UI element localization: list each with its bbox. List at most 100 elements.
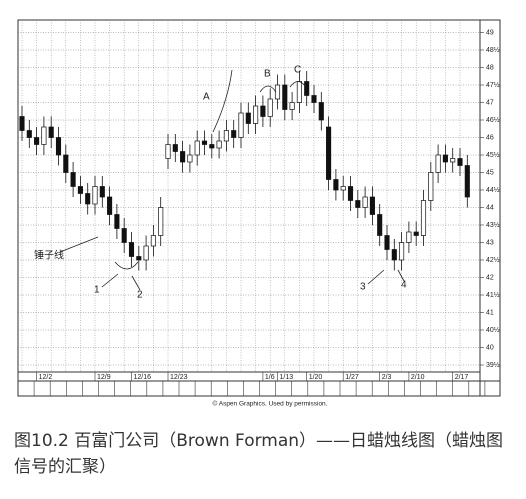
arc-1-2 xyxy=(114,261,139,270)
x-tick-label: 12/9 xyxy=(97,374,111,381)
candle-body xyxy=(377,214,383,236)
arrow-2 xyxy=(131,275,141,291)
y-tick-label: 46½ xyxy=(486,116,500,124)
chart: 39½4040½4141½4242½4343½4444½4545½4646½47… xyxy=(17,19,501,408)
candle-body xyxy=(41,126,47,145)
candle-body xyxy=(413,231,419,236)
arrow-4 xyxy=(397,269,405,282)
y-tick-label: 44½ xyxy=(486,186,500,194)
candle-body xyxy=(296,81,302,103)
x-tick-label: 2/17 xyxy=(455,374,469,381)
candle-body xyxy=(428,172,434,201)
candles xyxy=(19,71,470,271)
annotation: 1 xyxy=(94,285,100,296)
candle-body xyxy=(48,126,54,138)
candle-body xyxy=(450,158,456,163)
candle-body xyxy=(384,235,390,250)
y-tick-label: 43½ xyxy=(486,221,500,229)
candle-body xyxy=(136,256,142,261)
candle-body xyxy=(194,140,200,156)
candle-body xyxy=(391,249,397,261)
box-row xyxy=(17,381,486,396)
candle-body xyxy=(180,151,186,163)
y-tick-label: 47½ xyxy=(486,81,500,89)
candle-body xyxy=(209,144,215,149)
candle-body xyxy=(457,158,463,166)
y-tick-label: 48½ xyxy=(486,46,500,54)
candle-body xyxy=(355,200,361,208)
candle-body xyxy=(201,140,208,145)
x-tick-label: 1/27 xyxy=(345,374,359,381)
candle-body xyxy=(347,186,354,201)
x-tick-label: 12/23 xyxy=(170,374,188,381)
annotation: 2 xyxy=(137,290,143,301)
candle-body xyxy=(55,137,62,156)
candle-body xyxy=(333,179,339,191)
candle-body xyxy=(26,130,32,138)
candle-body xyxy=(158,207,164,236)
candle-body xyxy=(114,214,120,229)
candle-body xyxy=(92,186,98,205)
annotation: 3 xyxy=(360,282,366,293)
x-tick-label: 12/16 xyxy=(134,374,152,381)
arrow-hammer xyxy=(59,236,99,253)
candle-body xyxy=(238,112,244,138)
candle-body xyxy=(318,102,324,121)
candle-body xyxy=(369,196,375,215)
candle-body xyxy=(150,235,156,247)
candle-body xyxy=(107,196,113,215)
y-tick-label: 44 xyxy=(486,204,494,211)
y-tick-label: 46 xyxy=(486,134,494,141)
annotation: C xyxy=(294,65,301,76)
caption: 图10.2 百富门公司（Brown Forman）——日蜡烛线图（蜡烛图信号的汇… xyxy=(14,431,504,477)
candle-body xyxy=(326,126,332,180)
y-tick-label: 45 xyxy=(486,169,494,176)
y-tick-label: 40 xyxy=(486,344,494,351)
y-tick-label: 49 xyxy=(486,29,494,36)
arc-b xyxy=(259,85,277,93)
arc-c xyxy=(289,81,307,88)
candle-body xyxy=(70,172,76,187)
candle-body xyxy=(223,130,229,142)
candle-body xyxy=(231,130,237,138)
candle-body xyxy=(442,154,448,163)
grid: 39½4040½4141½4242½4343½4444½4545½4646½47… xyxy=(18,20,500,381)
arrow-3 xyxy=(367,269,385,285)
y-tick-label: 42½ xyxy=(486,256,500,264)
candle-body xyxy=(289,102,295,110)
candle-body xyxy=(399,242,405,261)
candle-body xyxy=(121,228,127,243)
candle-body xyxy=(406,231,412,243)
candle-body xyxy=(260,105,266,117)
candle-body xyxy=(267,98,273,117)
candle-body xyxy=(187,154,193,163)
y-tick-label: 41 xyxy=(486,309,494,316)
y-tick-label: 47 xyxy=(486,99,494,106)
candle-body xyxy=(172,144,178,152)
y-tick-label: 43 xyxy=(486,239,494,246)
candle-body xyxy=(99,186,105,198)
candle-body xyxy=(340,186,346,191)
credit: © Aspen Graphics. Used by permission. xyxy=(213,400,328,408)
y-tick-label: 39½ xyxy=(486,361,500,369)
candle-body xyxy=(34,137,40,145)
candle-body xyxy=(311,95,317,103)
candle-body xyxy=(19,116,25,131)
y-tick-label: 40½ xyxy=(486,326,500,334)
arc-a xyxy=(212,69,233,133)
candle-body xyxy=(143,245,149,261)
candle-body xyxy=(216,140,222,149)
candle-body xyxy=(464,165,470,198)
candle-body xyxy=(245,112,251,124)
x-tick-label: 1/13 xyxy=(280,374,294,381)
annotation: 4 xyxy=(401,280,407,291)
y-tick-label: 41½ xyxy=(486,291,500,299)
annotation: 锤子线 xyxy=(34,249,64,262)
y-tick-label: 48 xyxy=(486,64,494,71)
x-tick-label: 2/10 xyxy=(411,374,425,381)
y-tick-label: 42 xyxy=(486,274,494,281)
candle-body xyxy=(253,105,259,124)
x-tick-label: 1/6 xyxy=(265,374,275,381)
candle-body xyxy=(128,242,135,257)
